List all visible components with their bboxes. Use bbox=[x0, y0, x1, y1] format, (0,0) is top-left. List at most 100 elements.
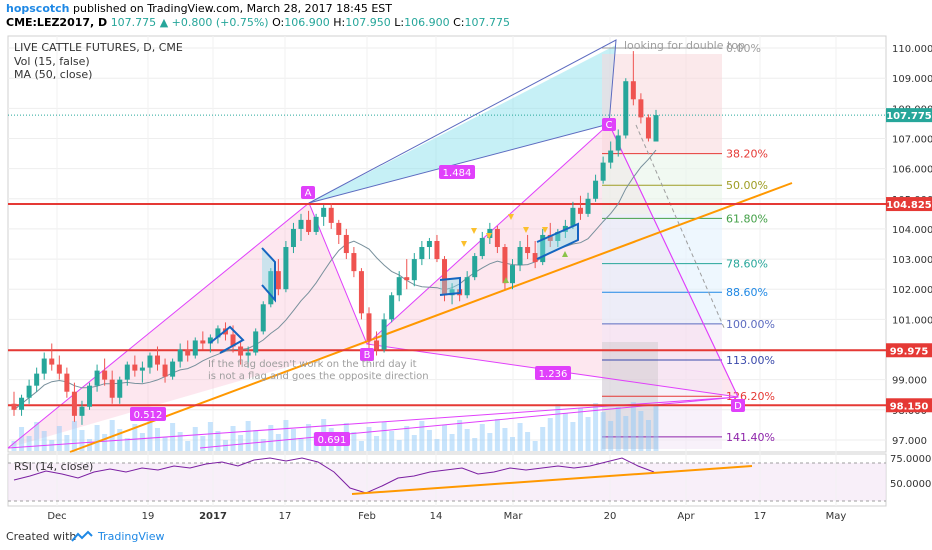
price-tag-bg bbox=[886, 108, 932, 123]
fib-level-label: 113.00% bbox=[726, 354, 775, 367]
candle-body bbox=[502, 247, 508, 284]
rsi-trend-line bbox=[351, 465, 753, 495]
flag-pattern-2[interactable] bbox=[261, 247, 276, 303]
volume-bar bbox=[147, 419, 153, 451]
volume-bar bbox=[64, 435, 70, 451]
volume-bar bbox=[615, 407, 621, 451]
fib-level-label: 0.00% bbox=[726, 42, 761, 55]
close-label: C: bbox=[453, 16, 465, 29]
flag-pattern-1[interactable] bbox=[209, 325, 245, 354]
symbol-label: CME:LEZ2017, D bbox=[6, 16, 108, 29]
y-tick-label: 101.000 bbox=[892, 315, 932, 326]
price-chart[interactable]: 0.00% 38.20% 50.00% 61.80% 78.60% 88.60% 100.0… bbox=[0, 0, 932, 526]
candle-body bbox=[608, 150, 614, 163]
candle-body bbox=[253, 331, 259, 353]
green-markers bbox=[503, 251, 568, 283]
harmonic-outer-line[interactable] bbox=[308, 39, 617, 204]
candle-body bbox=[411, 259, 417, 281]
candle-body bbox=[389, 295, 395, 320]
close-value: 107.775 bbox=[464, 16, 510, 29]
price-tag-bg bbox=[886, 197, 932, 212]
author-name[interactable]: hopscotch bbox=[6, 2, 70, 15]
candle-body bbox=[94, 370, 100, 386]
volume-bar bbox=[290, 429, 296, 451]
volume-bar bbox=[139, 433, 145, 451]
candle-body bbox=[653, 115, 659, 142]
volume-bar bbox=[56, 426, 62, 451]
y-tick-label: 104.000 bbox=[892, 225, 932, 236]
y-tick-label: 102.000 bbox=[892, 285, 932, 296]
x-tick-label: Apr bbox=[677, 511, 695, 522]
price-tag-label: 99.975 bbox=[890, 346, 929, 357]
candle-body bbox=[374, 340, 380, 350]
volume-bar bbox=[502, 428, 508, 451]
candle-body bbox=[177, 349, 183, 362]
volume-bar bbox=[653, 406, 659, 451]
point-b-marker[interactable]: B bbox=[360, 348, 374, 361]
volume-bar bbox=[215, 431, 221, 451]
candle-body bbox=[600, 162, 606, 181]
price-change: ▲ +0.800 (+0.75%) bbox=[159, 16, 269, 29]
candle-body bbox=[11, 403, 17, 410]
x-tick-label: 20 bbox=[604, 511, 617, 522]
volume-bar bbox=[34, 422, 40, 451]
point-d-marker[interactable]: D bbox=[731, 399, 745, 412]
fib-level-label: 88.60% bbox=[726, 286, 768, 299]
price-pane[interactable] bbox=[7, 35, 887, 453]
volume-bar bbox=[11, 441, 17, 451]
y-tick-label: 103.000 bbox=[892, 255, 932, 266]
candle-body bbox=[155, 355, 161, 365]
volume-bar bbox=[540, 427, 546, 451]
volume-bar bbox=[562, 413, 568, 451]
flag-pattern-4[interactable] bbox=[536, 222, 579, 260]
trend-line-orange[interactable] bbox=[69, 182, 793, 453]
candle-body bbox=[200, 340, 206, 344]
candle-body bbox=[268, 271, 274, 305]
candle-body bbox=[245, 352, 251, 356]
tradingview-brand[interactable]: TradingView bbox=[98, 530, 165, 543]
candle-body bbox=[585, 198, 591, 214]
candle-body bbox=[321, 207, 327, 217]
ab-ratio-line bbox=[308, 123, 610, 204]
candle-body bbox=[117, 379, 123, 398]
candle-body bbox=[298, 219, 304, 229]
volume-bar bbox=[577, 408, 583, 451]
candle-body bbox=[283, 247, 289, 290]
volume-bar bbox=[525, 432, 531, 451]
volume-bar bbox=[245, 421, 251, 451]
volume-bar bbox=[207, 422, 213, 451]
high-value: 107.950 bbox=[345, 16, 391, 29]
volume-bar bbox=[41, 431, 47, 451]
volume-bar bbox=[230, 426, 236, 451]
candle-body bbox=[49, 358, 55, 365]
volume-bar bbox=[366, 427, 372, 451]
volume-bar bbox=[177, 432, 183, 451]
candle-body bbox=[517, 247, 523, 266]
x-tick-label: 17 bbox=[279, 511, 292, 522]
x-tick-label: Feb bbox=[358, 511, 376, 522]
volume-bar bbox=[275, 434, 281, 451]
footer-bar: Created with TradingView bbox=[0, 526, 932, 550]
price-tag-bg bbox=[886, 343, 932, 358]
candle-body bbox=[540, 234, 546, 263]
volume-bar bbox=[449, 434, 455, 451]
volume-bar bbox=[298, 438, 304, 451]
volume-bar bbox=[381, 422, 387, 451]
candle-body bbox=[555, 231, 561, 241]
point-a-marker[interactable]: A bbox=[301, 186, 315, 199]
candle-body bbox=[34, 373, 40, 386]
candle-body bbox=[215, 328, 221, 338]
candle-body bbox=[71, 391, 77, 416]
candle-body bbox=[109, 379, 115, 398]
volume-bar bbox=[238, 435, 244, 451]
volume-bar bbox=[487, 433, 493, 451]
flag-pattern-3[interactable] bbox=[439, 276, 461, 296]
candle-body bbox=[238, 346, 244, 356]
point-c-marker[interactable]: C bbox=[602, 118, 616, 131]
volume-bar bbox=[124, 438, 130, 451]
candle-body bbox=[396, 277, 402, 296]
ratio-ab-badge: 1.484 bbox=[439, 165, 475, 179]
y-axis: 110.000109.000108.000107.000106.000105.0… bbox=[892, 44, 932, 447]
candle-body bbox=[290, 228, 296, 248]
